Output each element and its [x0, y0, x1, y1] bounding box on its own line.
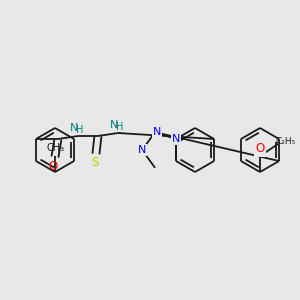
- Text: N: N: [172, 134, 180, 144]
- Text: N: N: [70, 123, 78, 133]
- Text: CH₃: CH₃: [47, 143, 65, 153]
- Text: H: H: [76, 125, 84, 135]
- Text: H: H: [116, 122, 124, 132]
- Text: S: S: [91, 157, 99, 169]
- Text: N: N: [138, 145, 146, 155]
- Text: O: O: [255, 142, 265, 155]
- Text: C₂H₅: C₂H₅: [276, 136, 296, 146]
- Text: N: N: [110, 120, 118, 130]
- Text: N: N: [153, 127, 161, 137]
- Text: O: O: [48, 160, 58, 172]
